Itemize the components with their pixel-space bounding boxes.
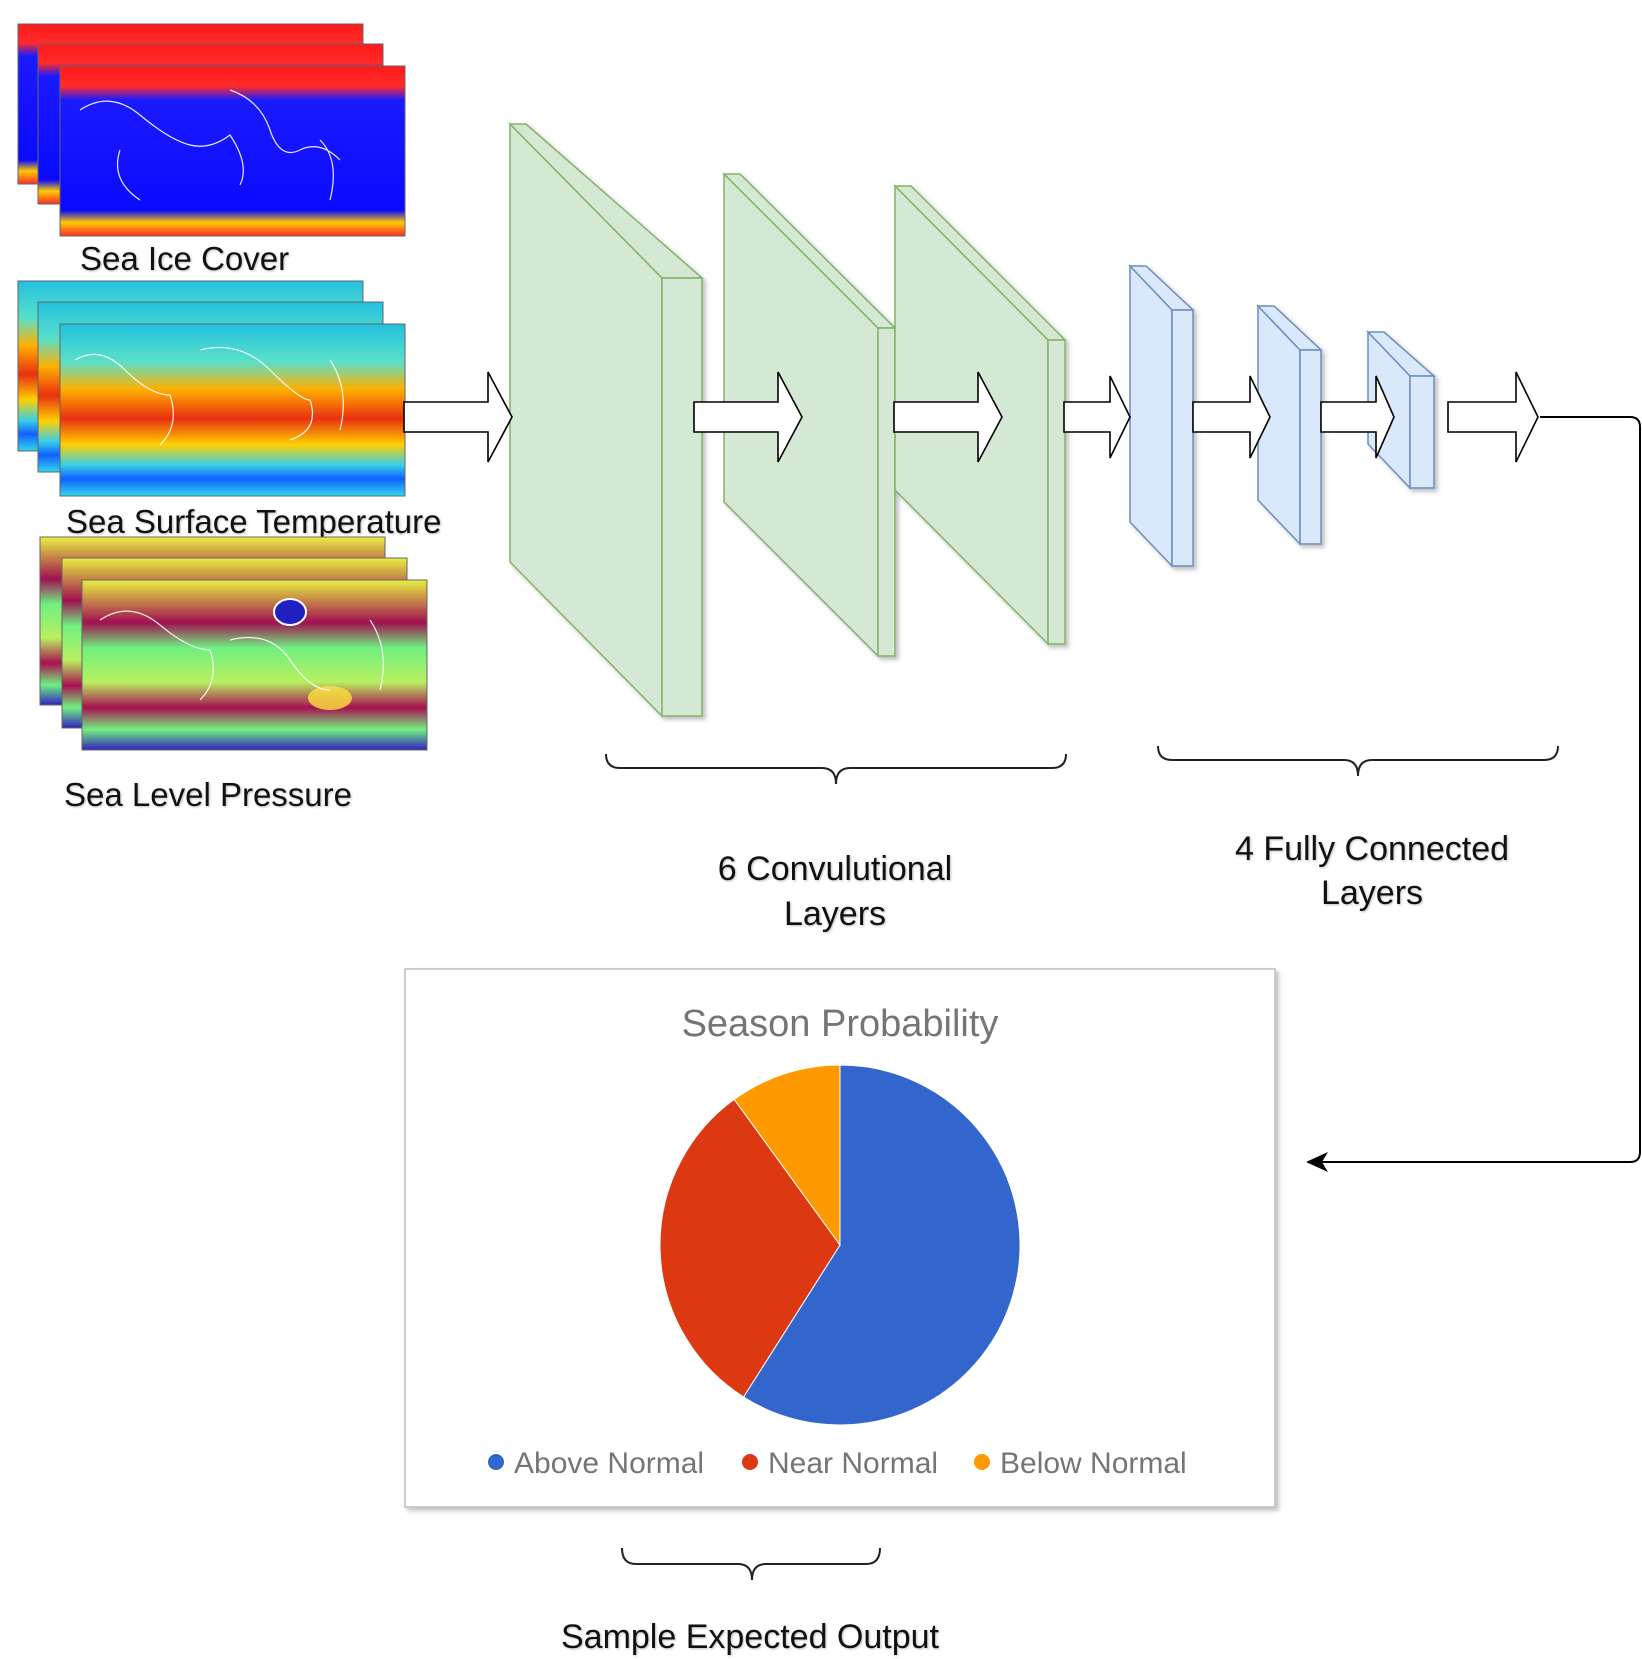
flow-arrow-conv1-to-conv2 bbox=[693, 371, 803, 463]
input-stack-sea-surface-temperature bbox=[17, 280, 406, 497]
flow-arrow-fc3-to-output bbox=[1447, 371, 1539, 463]
chart-legend: Above Normal Near Normal Below Normal bbox=[488, 1447, 1187, 1480]
chart-title: Season Probability bbox=[682, 1003, 999, 1045]
flow-arrow-conv2-to-conv3 bbox=[893, 371, 1003, 463]
output-label: Sample Expected Output bbox=[561, 1618, 940, 1656]
pie-slice-below-normal bbox=[733, 1064, 841, 1247]
output-chart-card: Season Probability Above Normal Near Norm… bbox=[404, 968, 1276, 1508]
legend-label-near-normal: Near Normal bbox=[768, 1447, 938, 1480]
flow-arrow-fc1-to-fc2 bbox=[1192, 375, 1271, 459]
fc-label-line1: 4 Fully Connected bbox=[1235, 830, 1509, 868]
conv-layer-1 bbox=[508, 122, 704, 718]
legend-marker-above-normal bbox=[488, 1454, 504, 1470]
flow-arrow-fc2-to-fc3 bbox=[1320, 375, 1395, 459]
flow-arrows bbox=[403, 371, 1539, 463]
output-brace bbox=[621, 1547, 881, 1581]
input-label-sea-ice: Sea Ice Cover bbox=[80, 240, 289, 277]
legend-label-below-normal: Below Normal bbox=[1000, 1447, 1187, 1480]
conv-label-line1: 6 Convulutional bbox=[718, 850, 952, 888]
input-stack-sea-ice bbox=[17, 23, 406, 237]
fc-label-line2: Layers bbox=[1321, 874, 1423, 912]
flow-arrow-input-to-conv bbox=[403, 371, 513, 463]
legend-marker-below-normal bbox=[974, 1454, 990, 1470]
pie-slice-near-normal bbox=[659, 1098, 841, 1398]
pie-slice-above-normal bbox=[742, 1064, 1021, 1426]
input-stack-sea-level-pressure bbox=[39, 536, 428, 751]
input-label-sea-level-pressure: Sea Level Pressure bbox=[64, 776, 352, 813]
fc-layer-2 bbox=[1256, 304, 1323, 546]
fc-layer-1 bbox=[1128, 264, 1195, 568]
pie-chart bbox=[659, 1064, 1021, 1426]
conv-label-line2: Layers bbox=[784, 895, 886, 933]
input-label-sea-surface-temperature: Sea Surface Temperature bbox=[66, 503, 441, 540]
fc-brace bbox=[1157, 745, 1559, 777]
legend-label-above-normal: Above Normal bbox=[514, 1447, 704, 1480]
output-connector-arrow bbox=[1306, 416, 1641, 1172]
flow-arrow-conv3-to-fc1 bbox=[1063, 375, 1131, 459]
legend-marker-near-normal bbox=[742, 1454, 758, 1470]
conv-brace bbox=[605, 753, 1067, 785]
